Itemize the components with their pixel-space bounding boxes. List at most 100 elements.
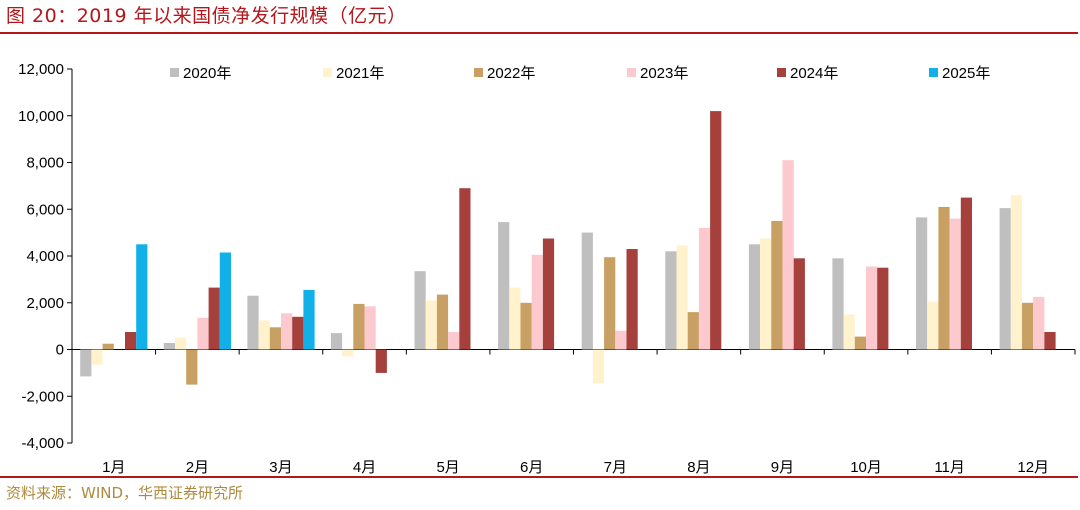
bar bbox=[698, 227, 711, 350]
bar bbox=[1044, 332, 1056, 350]
x-tick-label: 3月 bbox=[269, 459, 292, 476]
bar bbox=[760, 238, 772, 350]
legend-swatch bbox=[323, 68, 332, 77]
bar bbox=[949, 218, 961, 350]
bar bbox=[375, 349, 387, 373]
bar bbox=[509, 287, 521, 350]
y-tick-label: 12,000 bbox=[18, 61, 64, 78]
bar bbox=[782, 160, 794, 350]
legend-label: 2023年 bbox=[640, 65, 688, 82]
x-tick-label: 4月 bbox=[353, 459, 376, 476]
x-tick-label: 6月 bbox=[520, 459, 543, 476]
bar bbox=[459, 188, 471, 350]
bar bbox=[292, 316, 304, 350]
bar bbox=[710, 111, 722, 350]
x-tick-label: 7月 bbox=[604, 459, 627, 476]
bar bbox=[520, 302, 532, 350]
bar bbox=[592, 349, 605, 384]
bar bbox=[186, 349, 198, 385]
bar bbox=[125, 332, 137, 350]
bar bbox=[1033, 296, 1045, 350]
bar bbox=[364, 306, 376, 350]
legend-swatch bbox=[777, 68, 786, 77]
bar bbox=[676, 245, 688, 350]
bar bbox=[960, 197, 972, 350]
x-tick-label: 9月 bbox=[771, 459, 794, 476]
bar bbox=[498, 222, 510, 350]
bar bbox=[258, 320, 270, 350]
y-tick-label: 4,000 bbox=[26, 248, 64, 265]
bar bbox=[80, 349, 92, 377]
y-tick-label: -2,000 bbox=[21, 388, 64, 405]
x-tick-label: 1月 bbox=[102, 459, 125, 476]
legend-swatch bbox=[627, 68, 636, 77]
bar bbox=[91, 349, 103, 365]
bar bbox=[615, 330, 627, 350]
bar bbox=[604, 257, 616, 350]
bar bbox=[665, 251, 677, 350]
y-tick-label: 0 bbox=[56, 342, 64, 359]
bar bbox=[771, 220, 783, 350]
bar bbox=[353, 303, 365, 350]
bar bbox=[531, 254, 543, 350]
bar bbox=[436, 294, 449, 350]
bar bbox=[793, 258, 805, 350]
y-tick-label: 2,000 bbox=[26, 295, 64, 312]
bar bbox=[843, 314, 855, 350]
bar bbox=[938, 206, 950, 350]
source-note: 资料来源：WIND，华西证券研究所 bbox=[6, 484, 244, 502]
bar bbox=[281, 313, 293, 350]
legend-swatch bbox=[929, 68, 938, 77]
bar bbox=[136, 244, 148, 350]
bar bbox=[866, 266, 878, 350]
bar-chart: -4,000 -2,000 0 2,000 4,000 6,000 8,000 10,000 1… bbox=[18, 61, 1076, 476]
bar bbox=[832, 258, 844, 350]
bar bbox=[303, 289, 315, 350]
legend-label: 2022年 bbox=[487, 65, 535, 82]
bar bbox=[877, 267, 889, 350]
bar bbox=[916, 217, 928, 350]
y-tick-label: 8,000 bbox=[26, 155, 64, 172]
y-tick-label: -4,000 bbox=[21, 435, 64, 452]
bar bbox=[999, 208, 1011, 350]
bar bbox=[219, 252, 231, 350]
legend-label: 2025年 bbox=[942, 65, 990, 82]
bar bbox=[927, 301, 939, 350]
legend-label: 2021年 bbox=[336, 65, 384, 82]
bar bbox=[247, 295, 259, 350]
bar bbox=[854, 336, 866, 350]
bar bbox=[208, 287, 220, 350]
bar bbox=[1022, 302, 1034, 350]
bar bbox=[269, 327, 281, 350]
figure-title: 图 20：2019 年以来国债净发行规模（亿元） bbox=[6, 5, 407, 27]
bar bbox=[414, 271, 426, 350]
y-tick-label: 6,000 bbox=[26, 201, 64, 218]
bar bbox=[626, 249, 638, 350]
bar bbox=[581, 232, 593, 350]
bar bbox=[175, 337, 187, 350]
legend-swatch bbox=[170, 68, 179, 77]
x-tick-label: 2月 bbox=[186, 459, 209, 476]
footer-rule bbox=[0, 476, 1078, 478]
bar bbox=[542, 238, 555, 350]
x-tick-label: 5月 bbox=[436, 459, 459, 476]
bar-series bbox=[80, 111, 1056, 385]
legend-label: 2024年 bbox=[790, 65, 838, 82]
bar bbox=[102, 343, 114, 350]
title-rule bbox=[0, 32, 1078, 34]
legend-swatch bbox=[474, 68, 483, 77]
bar bbox=[425, 300, 437, 350]
bar bbox=[163, 343, 175, 350]
x-tick-label: 11月 bbox=[934, 459, 965, 476]
bar bbox=[748, 244, 761, 350]
bar bbox=[342, 349, 354, 357]
chart-legend: 2020年 2021年 2022年 2023年 2024年 2025年 bbox=[170, 65, 990, 82]
bar bbox=[448, 332, 460, 350]
bar bbox=[330, 333, 343, 350]
x-tick-label: 8月 bbox=[687, 459, 710, 476]
bar bbox=[1010, 195, 1022, 350]
x-tick-label: 10月 bbox=[850, 459, 882, 476]
x-tick-label: 12月 bbox=[1017, 459, 1049, 476]
legend-label: 2020年 bbox=[183, 65, 231, 82]
bar bbox=[197, 317, 209, 350]
